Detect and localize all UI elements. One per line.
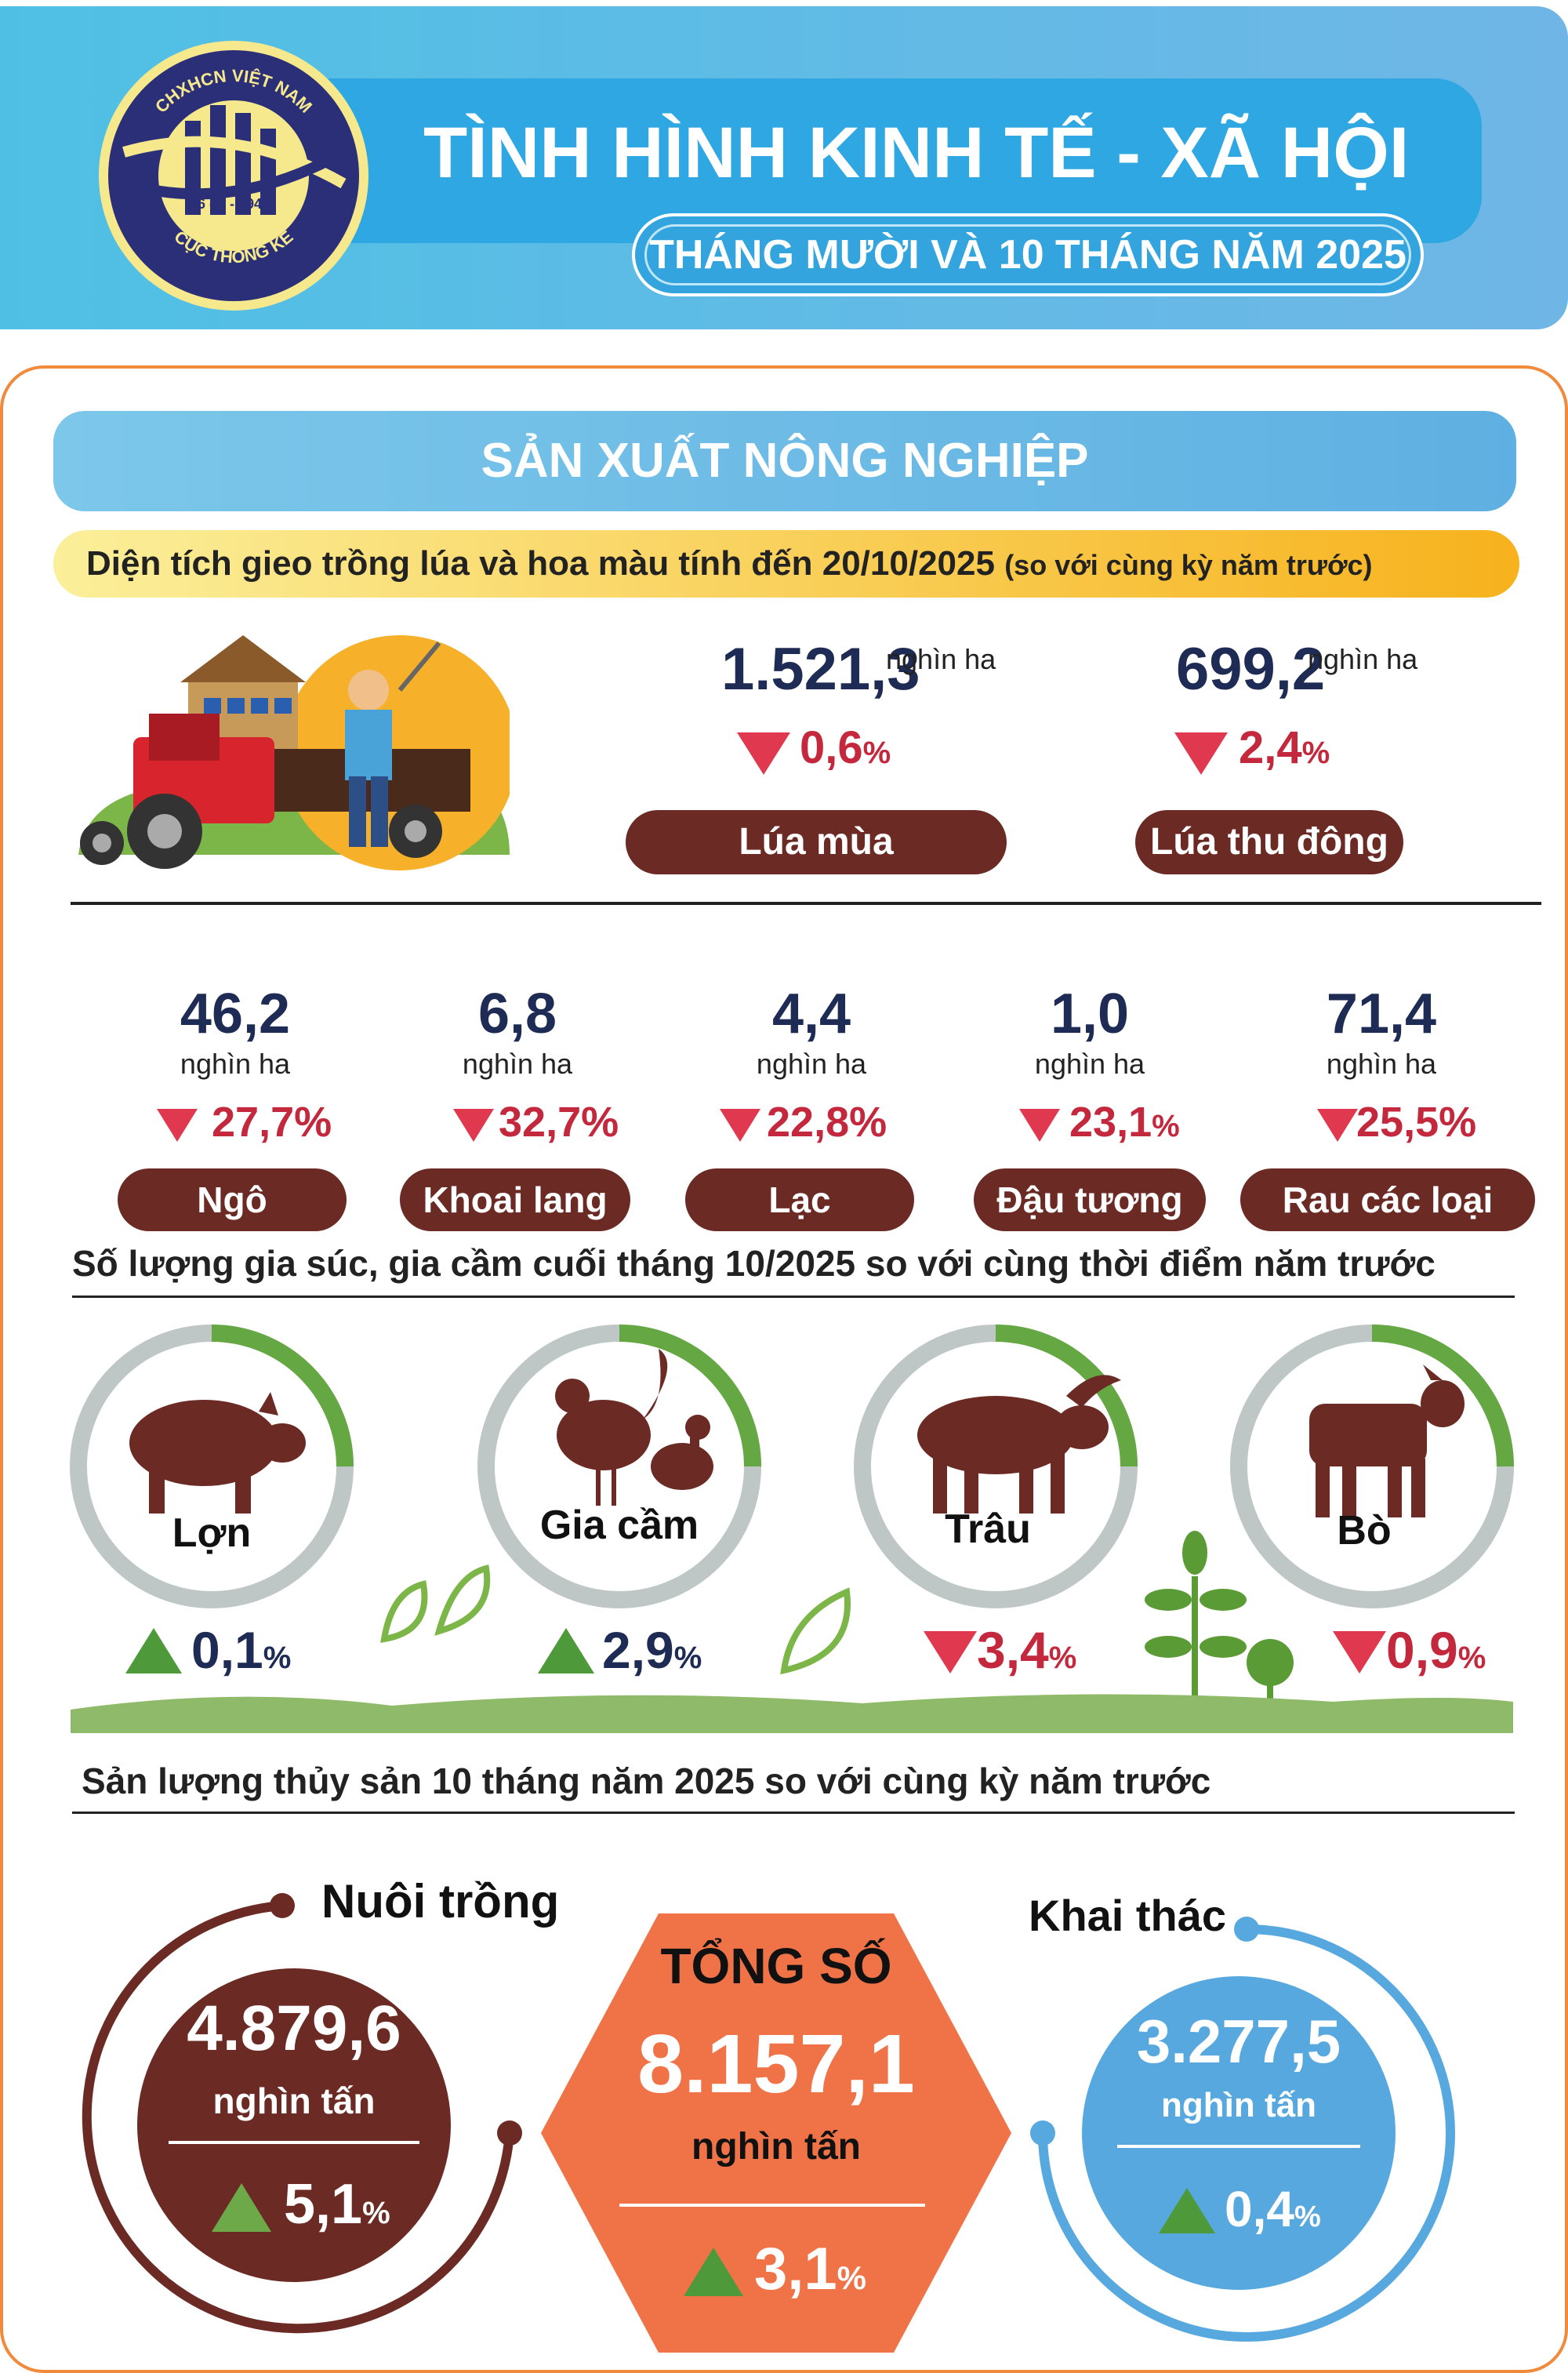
livestock-heading: Số lượng gia súc, gia cầm cuối tháng 10/… [72, 1243, 1436, 1284]
page-title: TÌNH HÌNH KINH TẾ - XÃ HỘI [423, 113, 1410, 193]
down-arrow-icon [720, 1109, 760, 1142]
catch-label: Khai thác [1029, 1891, 1227, 1940]
down-arrow-icon [157, 1109, 198, 1142]
crop-unit-corn: nghìn ha [180, 1048, 291, 1080]
aquaculture-change: 5,1% [284, 2173, 390, 2236]
farm-illustration-icon [78, 635, 510, 870]
livestock-change-poultry: 2,9% [602, 1621, 702, 1679]
catch-change: 0,4% [1225, 2181, 1321, 2237]
total-unit: nghìn tấn [691, 2126, 861, 2168]
rice-winter-value: 699,2 [1176, 636, 1326, 703]
crop-value-sweet-potato: 6,8 [477, 983, 557, 1045]
crop-label-corn: Ngô [118, 1168, 347, 1231]
aquaculture-value: 4.879,6 [187, 1993, 401, 2064]
subtitle-pill-inner [644, 224, 1411, 285]
area-heading-text: Diện tích gieo trồng lúa và hoa màu tính… [86, 544, 995, 583]
poultry-icon [555, 1349, 713, 1506]
crop-unit-sweet-potato: nghìn ha [462, 1048, 573, 1080]
rice-winter-unit: nghìn ha [1308, 643, 1418, 675]
livestock-rings [70, 1325, 1514, 1733]
gso-logo-icon: CHXHCN VIỆT NAM 6 - 5 - 1946 CỤC THỐNG K… [99, 41, 368, 311]
area-heading-note: (so với cùng kỳ năm trước) [1004, 549, 1373, 581]
down-arrow-icon [1317, 1109, 1358, 1142]
crop-value-corn: 46,2 [180, 983, 291, 1045]
rice-main-label: Lúa mùa [626, 810, 1007, 874]
down-arrow-icon [1174, 732, 1228, 775]
crop-change-corn: 27,7% [212, 1099, 332, 1146]
pig-icon [129, 1392, 306, 1514]
crop-unit-soybean: nghìn ha [1034, 1048, 1145, 1080]
total-change: 3,1% [754, 2236, 867, 2302]
crop-unit-vegetables: nghìn ha [1326, 1048, 1437, 1080]
down-arrow-icon [737, 732, 790, 775]
subtitle-pill [632, 213, 1424, 296]
crop-change-vegetables: 25,5% [1356, 1099, 1477, 1146]
area-heading: Diện tích gieo trồng lúa và hoa màu tính… [86, 530, 1373, 598]
rice-main-value: 1.521,3 [721, 636, 920, 703]
rice-main-unit: nghìn ha [886, 643, 996, 675]
livestock-change-pig: 0,1% [191, 1621, 292, 1679]
livestock-change-buffalo: 3,4% [977, 1621, 1077, 1679]
page-subtitle: THÁNG MƯỜI VÀ 10 THÁNG NĂM 2025 [649, 232, 1406, 278]
livestock-change-cow: 0,9% [1386, 1621, 1486, 1679]
crop-value-soybean: 1,0 [1050, 983, 1130, 1045]
crop-label-vegetables: Rau các loại [1240, 1168, 1535, 1231]
crop-label-sweet-potato: Khoai lang [400, 1168, 630, 1231]
aquaculture-label: Nuôi trồng [321, 1875, 560, 1928]
up-arrow-icon [538, 1628, 594, 1673]
crop-unit-peanut: nghìn ha [756, 1048, 867, 1080]
crop-change-sweet-potato: 32,7% [499, 1099, 619, 1146]
total-label: TỔNG SỐ [660, 1938, 892, 1994]
section-title: SẢN XUẤT NÔNG NGHIỆP [481, 434, 1089, 488]
down-arrow-icon [1019, 1109, 1060, 1142]
down-arrow-icon [453, 1109, 494, 1142]
crop-change-peanut: 22,8% [767, 1099, 887, 1146]
crop-change-soybean: 23,1% [1069, 1099, 1180, 1146]
catch-value: 3.277,5 [1136, 2007, 1341, 2076]
divider [72, 1812, 1515, 1814]
rice-winter-change: 2,4% [1239, 722, 1330, 773]
rice-main-change: 0,6% [800, 722, 891, 773]
divider [71, 902, 1541, 905]
livestock-label-buffalo: Trâu [945, 1506, 1031, 1552]
cow-icon [1309, 1365, 1465, 1517]
rice-winter-label: Lúa thu đông [1135, 810, 1403, 874]
down-arrow-icon [1333, 1631, 1386, 1673]
crop-label-peanut: Lạc [685, 1168, 914, 1231]
down-arrow-icon [924, 1631, 977, 1673]
section-banner [53, 411, 1516, 511]
up-arrow-icon [684, 2248, 743, 2296]
livestock-label-pig: Lợn [172, 1510, 252, 1556]
up-arrow-icon [1159, 2188, 1215, 2233]
crop-value-peanut: 4,4 [771, 983, 851, 1045]
up-arrow-icon [125, 1628, 182, 1673]
livestock-label-cow: Bò [1337, 1508, 1392, 1554]
total-value: 8.157,1 [637, 2018, 915, 2110]
fishery-heading: Sản lượng thủy sản 10 tháng năm 2025 so … [82, 1761, 1211, 1801]
divider [72, 1296, 1515, 1298]
crop-value-vegetables: 71,4 [1326, 983, 1437, 1045]
aquaculture-unit: nghìn tấn [212, 2080, 376, 2121]
crop-label-soybean: Đậu tương [974, 1168, 1206, 1231]
area-heading-bar [53, 530, 1519, 598]
buffalo-icon [917, 1375, 1121, 1514]
catch-unit: nghìn tấn [1161, 2086, 1316, 2124]
up-arrow-icon [212, 2183, 271, 2232]
livestock-label-poultry: Gia cầm [539, 1503, 699, 1548]
logo-date: 6 - 5 - 1946 [198, 196, 270, 212]
